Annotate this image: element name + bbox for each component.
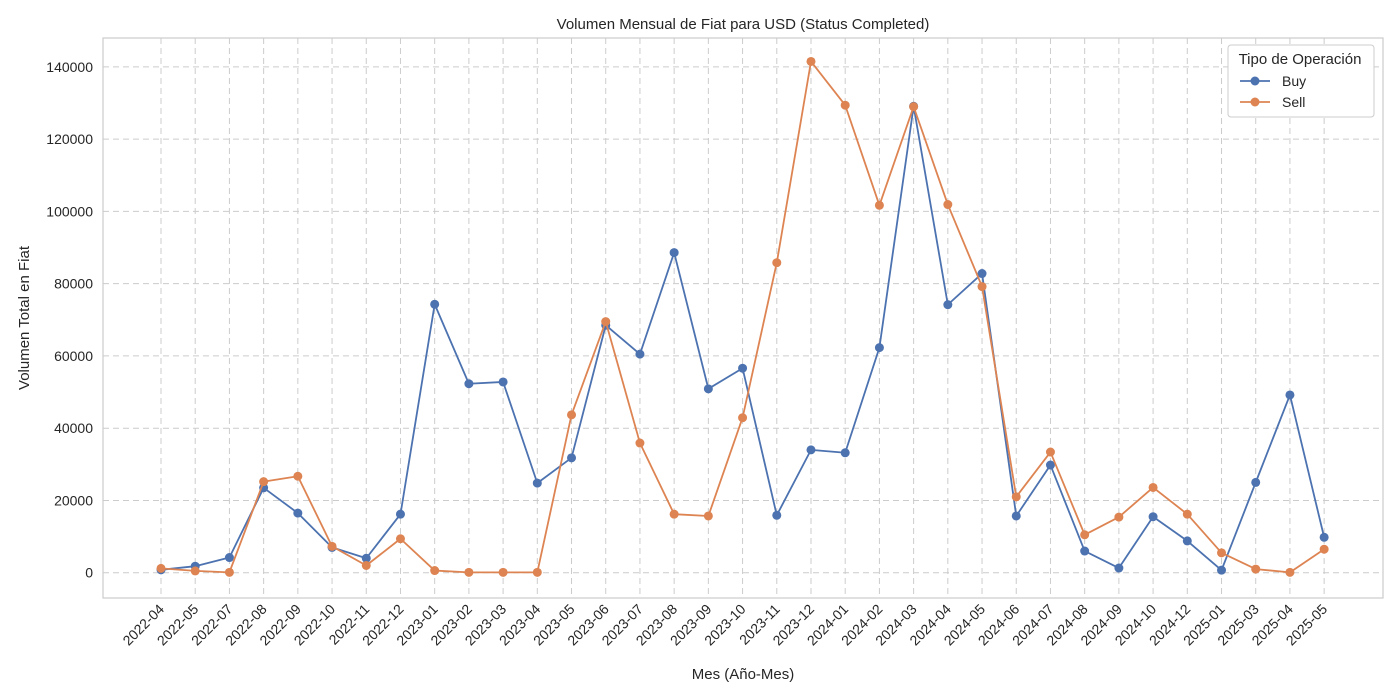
y-tick-label: 80000 (54, 276, 93, 292)
data-point-buy (977, 269, 987, 279)
legend-marker-sell (1250, 97, 1260, 107)
grid-lines (103, 38, 1383, 598)
data-point-buy (1217, 565, 1227, 575)
data-point-sell (1080, 530, 1090, 540)
legend-title: Tipo de Operación (1239, 51, 1362, 68)
data-point-sell (567, 410, 577, 420)
data-point-buy (1182, 536, 1192, 546)
data-point-sell (635, 438, 645, 448)
series-sell (156, 56, 1329, 577)
data-point-buy (943, 300, 953, 310)
chart-title: Volumen Mensual de Fiat para USD (Status… (557, 16, 930, 33)
data-point-sell (1217, 548, 1227, 558)
data-point-sell (1148, 482, 1158, 492)
data-point-sell (156, 563, 166, 573)
data-point-sell (361, 560, 371, 570)
legend-box (1227, 44, 1375, 118)
legend-items: Buy Sell (1240, 73, 1306, 110)
data-point-sell (532, 567, 542, 577)
data-point-sell (1045, 447, 1055, 457)
data-point-sell (1114, 512, 1124, 522)
y-tick-label: 140000 (46, 59, 93, 75)
data-point-buy (395, 509, 405, 519)
y-axis-ticks: 0 20000 40000 60000 80000 100000 120000 140000 (46, 59, 93, 581)
data-point-buy (806, 445, 816, 455)
data-point-buy (1045, 460, 1055, 470)
data-point-sell (327, 541, 337, 551)
data-point-buy (361, 553, 371, 563)
legend-label-sell: Sell (1282, 94, 1305, 110)
data-point-buy (1319, 532, 1329, 542)
x-axis-title: Mes (Año-Mes) (692, 666, 795, 683)
data-point-sell (738, 413, 748, 423)
data-point-sell (772, 258, 782, 268)
data-point-sell (977, 282, 987, 292)
data-point-sell (1011, 492, 1021, 502)
data-point-sell (840, 100, 850, 110)
plot-frame (102, 37, 1384, 599)
data-point-buy (532, 478, 542, 488)
data-point-sell (1182, 509, 1192, 519)
data-point-sell (874, 200, 884, 210)
data-point-sell (464, 567, 474, 577)
data-point-sell (601, 317, 611, 327)
data-point-sell (430, 566, 440, 576)
data-point-buy (738, 363, 748, 373)
data-point-buy (840, 448, 850, 458)
data-point-buy (1251, 477, 1261, 487)
data-point-buy (1285, 390, 1295, 400)
y-tick-label: 40000 (54, 420, 93, 436)
data-point-sell (1319, 544, 1329, 554)
data-point-buy (874, 343, 884, 353)
data-point-sell (224, 567, 234, 577)
legend: Tipo de Operación Buy Sell (1227, 44, 1375, 118)
series-lines (156, 56, 1329, 577)
data-point-buy (703, 384, 713, 394)
data-point-sell (1251, 564, 1261, 574)
data-point-buy (498, 377, 508, 387)
data-point-sell (806, 56, 816, 66)
data-point-buy (772, 510, 782, 520)
data-point-buy (669, 248, 679, 258)
data-point-buy (567, 453, 577, 463)
y-tick-label: 100000 (46, 203, 93, 219)
data-point-sell (909, 102, 919, 112)
data-point-buy (1011, 511, 1021, 521)
data-point-sell (190, 566, 200, 576)
data-point-buy (293, 508, 303, 518)
data-point-sell (703, 511, 713, 521)
data-point-sell (395, 534, 405, 544)
data-point-buy (635, 349, 645, 359)
legend-label-buy: Buy (1282, 73, 1306, 89)
data-point-sell (1285, 567, 1295, 577)
data-point-buy (464, 379, 474, 389)
data-point-buy (224, 553, 234, 563)
data-point-sell (293, 471, 303, 481)
data-point-buy (1148, 512, 1158, 522)
data-point-buy (1114, 563, 1124, 573)
y-tick-label: 0 (85, 565, 93, 581)
y-tick-label: 60000 (54, 348, 93, 364)
legend-marker-buy (1250, 76, 1260, 86)
data-point-sell (259, 477, 269, 487)
data-point-buy (430, 299, 440, 309)
data-point-sell (669, 509, 679, 519)
data-point-sell (498, 567, 508, 577)
data-point-buy (1080, 546, 1090, 556)
y-axis-title: Volumen Total en Fiat (16, 245, 33, 390)
data-point-sell (943, 200, 953, 210)
y-tick-label: 20000 (54, 492, 93, 508)
y-tick-label: 120000 (46, 131, 93, 147)
